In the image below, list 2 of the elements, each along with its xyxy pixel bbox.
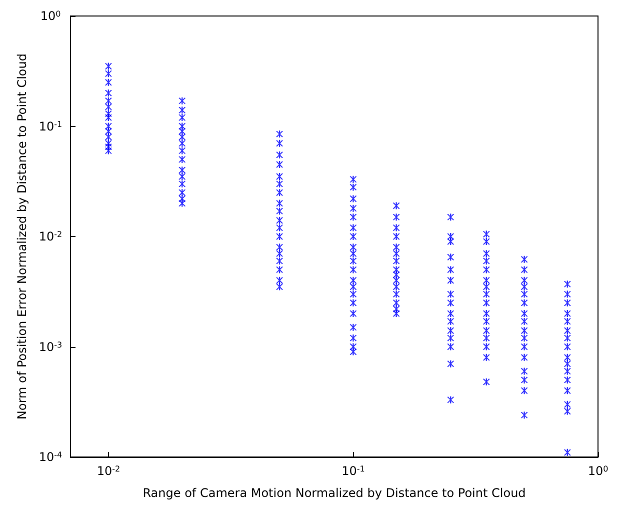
- y-axis-title: Norm of Position Error Normalized by Distance to Point Cloud: [15, 54, 29, 420]
- x-axis-title: Range of Camera Motion Normalized by Distance to Point Cloud: [142, 486, 526, 500]
